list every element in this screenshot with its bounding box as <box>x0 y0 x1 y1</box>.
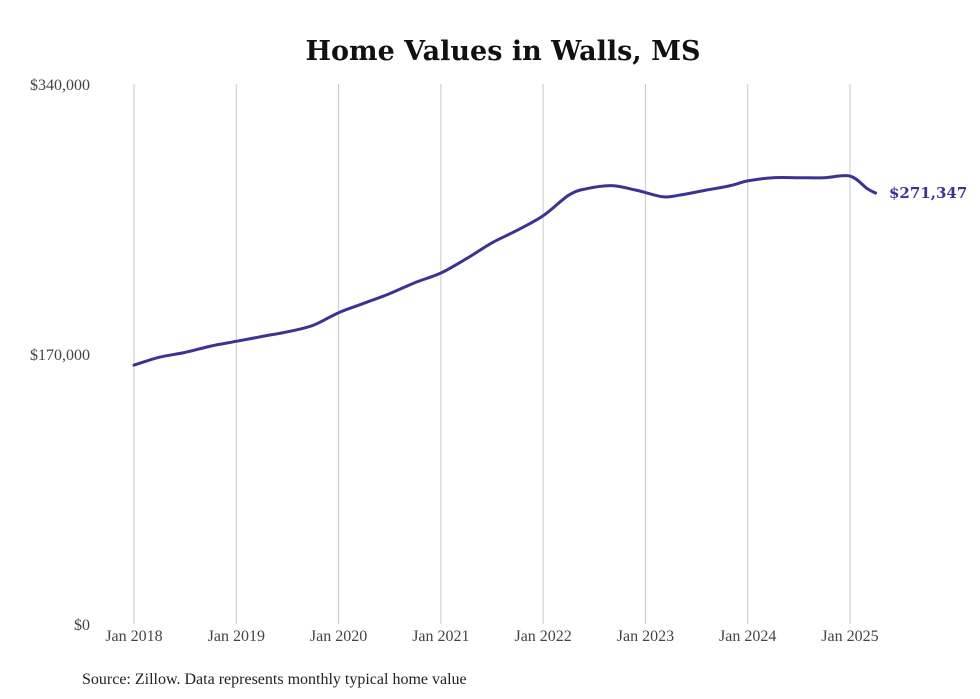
x-tick-label: Jan 2025 <box>821 628 878 645</box>
y-tick-label: $0 <box>74 617 90 634</box>
source-note: Source: Zillow. Data represents monthly … <box>82 671 467 688</box>
latest-value-label: $271,347 <box>889 184 967 202</box>
x-tick-label: Jan 2022 <box>514 628 571 645</box>
x-tick-label: Jan 2024 <box>719 628 776 645</box>
chart-title: Home Values in Walls, MS <box>306 36 701 67</box>
x-tick-label: Jan 2021 <box>412 628 469 645</box>
home-value-series-line <box>132 174 878 367</box>
x-tick-label: Jan 2023 <box>617 628 674 645</box>
x-axis-tick-labels: Jan 2018 Jan 2019 Jan 2020 Jan 2021 Jan 2022… <box>105 628 878 645</box>
y-tick-label: $340,000 <box>30 77 90 94</box>
y-tick-label: $170,000 <box>30 347 90 364</box>
x-tick-label: Jan 2019 <box>208 628 265 645</box>
y-axis-tick-labels: $340,000 $170,000 $0 <box>30 77 90 634</box>
vertical-gridlines <box>133 84 851 624</box>
x-tick-label: Jan 2020 <box>310 628 367 645</box>
x-tick-label: Jan 2018 <box>105 628 162 645</box>
